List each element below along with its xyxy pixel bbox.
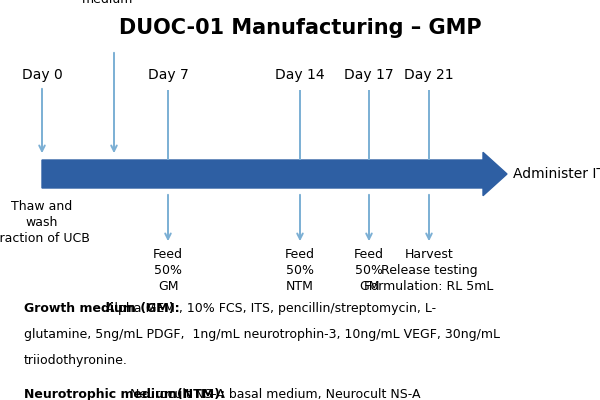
Text: Growth medium (GM):: Growth medium (GM): xyxy=(24,302,179,315)
Text: Thaw and
wash
fraction of UCB: Thaw and wash fraction of UCB xyxy=(0,200,89,245)
Text: glutamine, 5ng/mL PDGF,  1ng/mL neurotrophin-3, 10ng/mL VEGF, 30ng/mL: glutamine, 5ng/mL PDGF, 1ng/mL neurotrop… xyxy=(24,328,500,341)
Text: Neurocult NS-A basal medium, Neurocult NS-A: Neurocult NS-A basal medium, Neurocult N… xyxy=(126,388,421,400)
Text: Day 14: Day 14 xyxy=(275,68,325,82)
Text: Neurotrophic medium(NTM):: Neurotrophic medium(NTM): xyxy=(24,388,225,400)
Text: Day 7: Day 7 xyxy=(148,68,188,82)
Text: Feed
50%
NTM: Feed 50% NTM xyxy=(285,248,315,293)
FancyArrow shape xyxy=(42,152,507,196)
Text: Day 0: Day 0 xyxy=(22,68,62,82)
Text: Feed
50%
GM: Feed 50% GM xyxy=(354,248,384,293)
Text: Day 21: Day 21 xyxy=(404,68,454,82)
Text: Feed
50%
GM: Feed 50% GM xyxy=(153,248,183,293)
Text: DUOC-01 Manufacturing – GMP: DUOC-01 Manufacturing – GMP xyxy=(119,18,481,38)
Text: Administer IT: Administer IT xyxy=(513,167,600,181)
Text: Harvest
Release testing
Formulation: RL 5mL: Harvest Release testing Formulation: RL … xyxy=(364,248,494,293)
Text: Alpha MEM , 10% FCS, ITS, pencillin/streptomycin, L-: Alpha MEM , 10% FCS, ITS, pencillin/stre… xyxy=(101,302,436,315)
Text: Growth
medium: Growth medium xyxy=(82,0,134,6)
Text: Day 17: Day 17 xyxy=(344,68,394,82)
Text: triiodothyronine.: triiodothyronine. xyxy=(24,354,128,367)
